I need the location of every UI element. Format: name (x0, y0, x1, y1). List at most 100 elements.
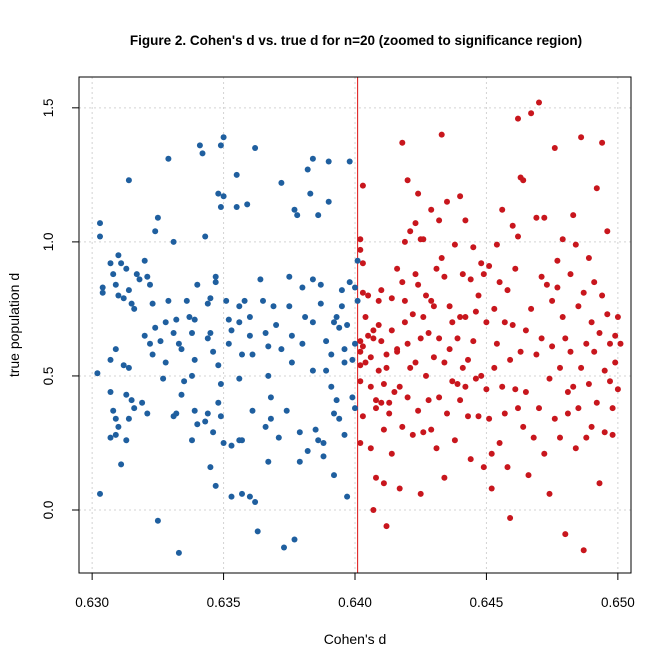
scatter-point (246, 493, 253, 500)
scatter-point (323, 338, 330, 345)
scatter-point (409, 431, 416, 438)
scatter-point (120, 362, 127, 369)
scatter-point (551, 145, 558, 151)
scatter-point (388, 450, 395, 457)
scatter-point (388, 327, 395, 334)
scatter-point (604, 228, 611, 235)
scatter-point (404, 340, 411, 347)
scatter-point (462, 383, 469, 390)
scatter-point (328, 351, 335, 358)
scatter-point (131, 305, 138, 312)
scatter-point (110, 271, 117, 278)
scatter-point (512, 386, 519, 393)
data-points (94, 99, 624, 556)
scatter-point (352, 340, 358, 347)
scatter-point (520, 177, 527, 184)
scatter-point (493, 241, 500, 248)
scatter-point (215, 399, 222, 406)
scatter-point (165, 155, 172, 162)
scatter-point (152, 324, 159, 331)
scatter-point (549, 297, 556, 304)
scatter-point (307, 190, 314, 197)
scatter-point (265, 372, 272, 379)
scatter-point (325, 158, 332, 165)
scatter-point (225, 316, 232, 323)
scatter-point (370, 335, 377, 342)
scatter-point (375, 322, 382, 328)
scatter-point (299, 284, 306, 291)
scatter-point (236, 303, 243, 310)
scatter-point (344, 322, 351, 328)
scatter-point (412, 220, 419, 227)
scatter-point (428, 297, 435, 304)
scatter-point (483, 319, 490, 326)
scatter-point (257, 276, 264, 283)
scatter-point (528, 305, 535, 312)
scatter-point (401, 238, 408, 245)
scatter-point (423, 292, 429, 299)
scatter-point (118, 260, 125, 267)
scatter-point (459, 271, 466, 278)
scatter-point (341, 431, 348, 438)
scatter-point (291, 536, 298, 543)
scatter-point (225, 340, 232, 347)
scatter-point (420, 429, 427, 436)
scatter-point (533, 214, 540, 221)
scatter-point (181, 378, 188, 385)
scatter-point (538, 335, 545, 342)
scatter-point (496, 440, 503, 446)
scatter-point (578, 364, 585, 371)
scatter-point (412, 359, 419, 366)
scatter-point (554, 257, 561, 264)
scatter-point (254, 528, 261, 535)
scatter-point (404, 177, 411, 184)
scatter-point (496, 279, 503, 286)
x-tick-label: 0.650 (601, 595, 635, 610)
scatter-point (451, 241, 458, 248)
scatter-point (578, 134, 585, 141)
scatter-point (543, 281, 550, 288)
scatter-point (467, 276, 474, 283)
scatter-point (394, 265, 401, 272)
scatter-point (228, 327, 235, 334)
scatter-point (352, 284, 358, 291)
scatter-point (436, 335, 443, 342)
scatter-point (286, 273, 293, 280)
y-tick-label: 1.0 (41, 232, 56, 251)
scatter-point (572, 445, 579, 452)
scatter-point (296, 429, 303, 436)
scatter-point (349, 356, 356, 363)
scatter-point (370, 327, 377, 334)
scatter-point (436, 217, 443, 224)
scatter-point (175, 549, 182, 556)
scatter-point (207, 330, 214, 336)
scatter-point (357, 338, 364, 345)
scatter-point (596, 480, 603, 487)
scatter-point (346, 279, 353, 286)
scatter-point (601, 429, 608, 436)
scatter-point (451, 437, 458, 444)
scatter-point (394, 348, 401, 355)
scatter-point (541, 450, 548, 457)
scatter-point (107, 434, 114, 441)
scatter-point (202, 233, 209, 240)
scatter-point (288, 359, 295, 366)
chart-title: Figure 2. Cohen's d vs. true d for n=20 … (130, 33, 582, 48)
scatter-point (370, 507, 377, 513)
scatter-point (123, 437, 130, 444)
scatter-point (246, 332, 253, 339)
scatter-point (162, 359, 169, 366)
scatter-point (320, 440, 327, 446)
scatter-point (112, 281, 119, 288)
scatter-point (357, 362, 364, 369)
scatter-point (118, 461, 125, 468)
scatter-point (493, 340, 500, 347)
scatter-point (141, 332, 148, 339)
scatter-point (475, 292, 482, 299)
scatter-point (312, 426, 319, 433)
scatter-point (175, 340, 182, 347)
scatter-point (354, 257, 361, 264)
scatter-point (425, 397, 432, 404)
scatter-point (373, 474, 379, 481)
scatter-point (607, 340, 613, 347)
